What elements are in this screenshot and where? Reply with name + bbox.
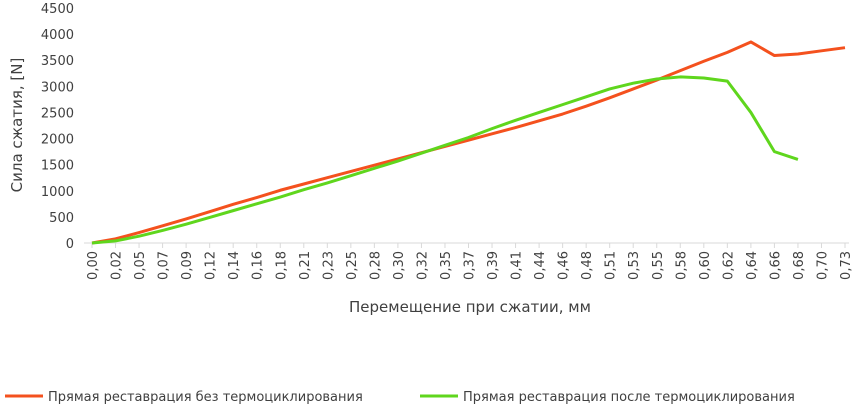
x-tick-label: 0,37 bbox=[463, 251, 478, 280]
x-tick-label: 0,51 bbox=[604, 251, 619, 280]
x-tick-label: 0,48 bbox=[580, 251, 595, 280]
x-tick-label: 0,64 bbox=[745, 251, 760, 280]
x-tick-label: 0,68 bbox=[792, 251, 807, 280]
x-tick-label: 0,21 bbox=[298, 251, 313, 280]
x-tick-label: 0,44 bbox=[533, 251, 548, 280]
y-tick-label: 3500 bbox=[41, 54, 74, 69]
x-tick-label: 0,60 bbox=[698, 251, 713, 280]
x-tick-label: 0,46 bbox=[557, 251, 572, 280]
x-tick-label: 0,73 bbox=[839, 251, 854, 280]
y-tick-label: 4000 bbox=[41, 28, 74, 43]
x-tick-label: 0,35 bbox=[439, 251, 454, 280]
x-tick-label: 0,30 bbox=[392, 251, 407, 280]
x-tick-label: 0,00 bbox=[86, 251, 101, 280]
x-axis-title: Перемещение при сжатии, мм bbox=[349, 298, 591, 316]
x-tick-label: 0,58 bbox=[674, 251, 689, 280]
series-line bbox=[91, 75, 799, 245]
x-tick-label: 0,12 bbox=[204, 251, 219, 280]
x-tick-label: 0,70 bbox=[815, 251, 830, 280]
series-line bbox=[91, 40, 846, 245]
x-tick-label: 0,09 bbox=[180, 251, 195, 280]
x-tick-label: 0,32 bbox=[415, 251, 430, 280]
y-tick-label: 2000 bbox=[41, 133, 74, 148]
x-tick-label: 0,18 bbox=[274, 251, 289, 280]
x-tick-label: 0,05 bbox=[133, 251, 148, 280]
legend-label: Прямая реставрация без термоциклирования bbox=[48, 390, 363, 405]
x-tick-label: 0,55 bbox=[651, 251, 666, 280]
x-tick-label: 0,41 bbox=[510, 251, 525, 280]
x-tick-label: 0,14 bbox=[227, 251, 242, 280]
x-tick-label: 0,66 bbox=[768, 251, 783, 280]
y-tick-label: 1000 bbox=[41, 185, 74, 200]
y-tick-label: 3000 bbox=[41, 80, 74, 95]
y-tick-label: 1500 bbox=[41, 159, 74, 174]
y-tick-label: 2500 bbox=[41, 106, 74, 121]
x-tick-label: 0,62 bbox=[721, 251, 736, 280]
x-tick-label: 0,25 bbox=[345, 251, 360, 280]
x-tick-label: 0,23 bbox=[321, 251, 336, 280]
x-tick-label: 0,39 bbox=[486, 251, 501, 280]
x-tick-label: 0,53 bbox=[627, 251, 642, 280]
x-tick-label: 0,07 bbox=[157, 251, 172, 280]
y-tick-label: 0 bbox=[66, 237, 74, 252]
y-tick-label: 4500 bbox=[41, 2, 74, 17]
x-tick-label: 0,02 bbox=[110, 251, 125, 280]
legend-label: Прямая реставрация после термоциклирован… bbox=[463, 390, 795, 405]
y-axis-title: Сила сжатия, [N] bbox=[8, 58, 26, 193]
x-tick-label: 0,16 bbox=[251, 251, 266, 280]
x-tick-label: 0,28 bbox=[368, 251, 383, 280]
y-tick-label: 500 bbox=[49, 211, 74, 226]
